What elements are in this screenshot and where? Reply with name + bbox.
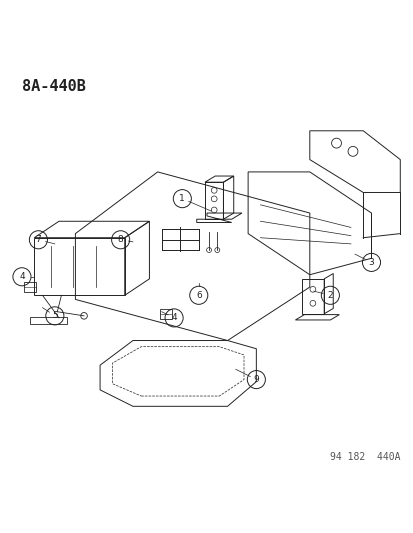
Text: 9: 9 — [253, 375, 259, 384]
Text: 5: 5 — [52, 311, 57, 320]
Text: 3: 3 — [368, 258, 373, 267]
Text: 6: 6 — [195, 291, 201, 300]
Text: 2: 2 — [327, 291, 332, 300]
Text: 1: 1 — [179, 194, 185, 203]
Text: 4: 4 — [19, 272, 25, 281]
Text: 8A-440B: 8A-440B — [22, 79, 85, 94]
Text: 8: 8 — [117, 235, 123, 244]
Text: 4: 4 — [171, 313, 176, 322]
Text: 7: 7 — [36, 235, 41, 244]
Text: 94 182  440A: 94 182 440A — [329, 452, 399, 462]
